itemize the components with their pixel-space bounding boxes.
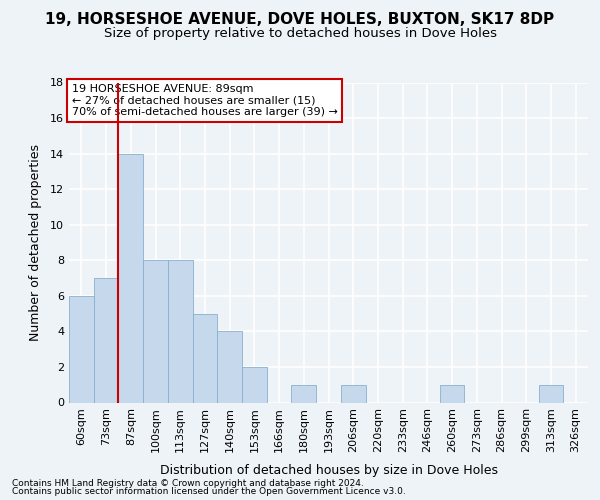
- Bar: [193, 314, 217, 402]
- Text: Size of property relative to detached houses in Dove Holes: Size of property relative to detached ho…: [104, 28, 497, 40]
- Text: Contains public sector information licensed under the Open Government Licence v3: Contains public sector information licen…: [12, 487, 406, 496]
- Bar: [539, 384, 563, 402]
- Bar: [94, 278, 118, 402]
- Bar: [217, 332, 242, 402]
- Bar: [242, 367, 267, 402]
- Y-axis label: Number of detached properties: Number of detached properties: [29, 144, 41, 341]
- Bar: [168, 260, 193, 402]
- Bar: [118, 154, 143, 402]
- Text: 19, HORSESHOE AVENUE, DOVE HOLES, BUXTON, SK17 8DP: 19, HORSESHOE AVENUE, DOVE HOLES, BUXTON…: [46, 12, 554, 28]
- Bar: [69, 296, 94, 403]
- Text: Contains HM Land Registry data © Crown copyright and database right 2024.: Contains HM Land Registry data © Crown c…: [12, 478, 364, 488]
- X-axis label: Distribution of detached houses by size in Dove Holes: Distribution of detached houses by size …: [160, 464, 497, 476]
- Bar: [292, 384, 316, 402]
- Bar: [440, 384, 464, 402]
- Text: 19 HORSESHOE AVENUE: 89sqm
← 27% of detached houses are smaller (15)
70% of semi: 19 HORSESHOE AVENUE: 89sqm ← 27% of deta…: [71, 84, 337, 117]
- Bar: [143, 260, 168, 402]
- Bar: [341, 384, 365, 402]
